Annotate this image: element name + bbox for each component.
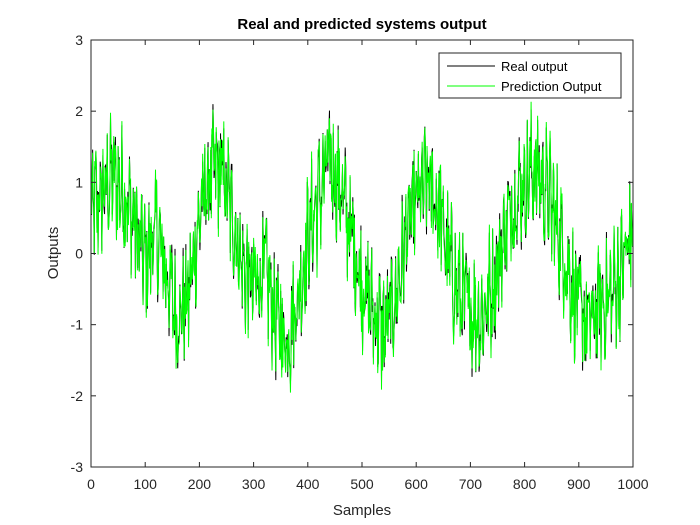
y-tick-label: 0 [75, 246, 83, 262]
y-tick-label: 1 [75, 174, 83, 190]
plot-area: 0 100 200 300 400 500 600 700 800 900 1000 3 2 1 0 -1 -… [71, 32, 649, 492]
x-tick-label: 200 [188, 476, 212, 492]
y-tick-label: -3 [71, 459, 84, 475]
series-line-prediction-output [90, 101, 634, 393]
legend-label-prediction-output: Prediction Output [501, 79, 602, 94]
x-tick-label: 900 [567, 476, 591, 492]
x-tick-label: 800 [513, 476, 537, 492]
x-tick-label: 700 [459, 476, 483, 492]
x-tick-label: 1000 [617, 476, 648, 492]
y-tick-label: -1 [71, 317, 84, 333]
x-tick-label: 400 [296, 476, 320, 492]
x-tick-label: 0 [87, 476, 95, 492]
x-tick-label: 100 [134, 476, 158, 492]
x-tick-label: 600 [405, 476, 429, 492]
y-axis-label: Outputs [45, 227, 62, 280]
legend: Real output Prediction Output [438, 52, 622, 99]
y-tick-label: 2 [75, 103, 83, 119]
y-tick-label: -2 [71, 388, 84, 404]
x-tick-label: 300 [242, 476, 266, 492]
x-axis: 0 100 200 300 400 500 600 700 800 900 1000 [87, 40, 649, 492]
legend-label-real-output: Real output [501, 59, 568, 74]
x-tick-label: 500 [350, 476, 374, 492]
axes-background [91, 40, 633, 467]
y-tick-label: 3 [75, 32, 83, 48]
x-axis-label: Samples [333, 502, 391, 519]
chart-title: Real and predicted systems output [237, 16, 486, 33]
series-layer [90, 101, 634, 393]
legend-box [438, 52, 622, 99]
y-axis: 3 2 1 0 -1 -2 -3 [71, 32, 633, 475]
